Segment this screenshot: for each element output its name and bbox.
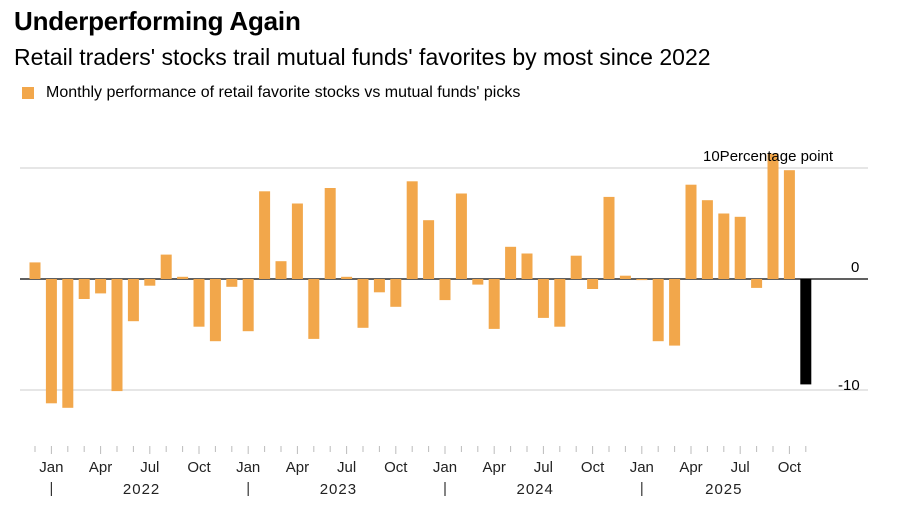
bar	[734, 216, 746, 279]
bars	[29, 153, 812, 408]
bar	[127, 279, 139, 322]
bar	[78, 279, 90, 299]
bar	[62, 279, 74, 408]
bar	[636, 279, 648, 281]
y-tick-label: -10	[838, 377, 860, 394]
bar	[603, 196, 615, 279]
bar	[209, 279, 221, 342]
x-tick-label: Jul	[534, 459, 553, 476]
x-tick-label: Oct	[187, 459, 211, 476]
legend: Monthly performance of retail favorite s…	[22, 84, 520, 102]
bar	[488, 279, 500, 329]
x-tick-label: Oct	[778, 459, 802, 476]
x-axis	[34, 446, 807, 496]
legend-label: Monthly performance of retail favorite s…	[46, 84, 521, 101]
bar	[505, 246, 517, 279]
bar	[111, 279, 123, 392]
bar	[718, 213, 730, 279]
x-tick-label: Jul	[337, 459, 356, 476]
bar	[537, 279, 549, 318]
bar	[275, 261, 287, 279]
bar	[324, 188, 336, 279]
bar	[751, 279, 763, 288]
bar	[226, 279, 238, 287]
x-tick-label: Oct	[384, 459, 408, 476]
bar	[291, 203, 303, 279]
bar	[783, 170, 795, 279]
x-year-label: 2022	[123, 481, 160, 498]
bar	[357, 279, 369, 328]
x-tick-label: Jan	[630, 459, 654, 476]
bar	[373, 279, 385, 293]
bar	[160, 254, 172, 279]
x-tick-label: Apr	[286, 459, 309, 476]
bar	[669, 279, 681, 346]
bar-latest	[800, 279, 812, 385]
bar	[390, 279, 402, 307]
x-tick-label: Jul	[140, 459, 159, 476]
axis-labels: 10Percentage point 0 -10 Jan Apr Jul Oct Jan Apr…	[39, 148, 859, 498]
bar	[341, 276, 353, 279]
bar	[193, 279, 205, 327]
x-tick-label: Apr	[483, 459, 506, 476]
x-tick-label: Jan	[236, 459, 260, 476]
bar	[259, 191, 271, 279]
x-year-label: 2024	[517, 481, 554, 498]
x-tick-label: Jan	[39, 459, 63, 476]
bar	[29, 262, 41, 279]
x-tick-label: Apr	[89, 459, 112, 476]
bar	[45, 279, 57, 404]
bar	[521, 253, 533, 279]
legend-swatch	[22, 87, 34, 99]
bar	[554, 279, 566, 327]
bar	[619, 275, 631, 279]
bar	[570, 255, 582, 279]
bar	[455, 193, 467, 279]
bar	[242, 279, 254, 332]
bar	[95, 279, 107, 294]
bar	[406, 181, 418, 279]
bar	[439, 279, 451, 301]
bar	[308, 279, 320, 339]
bar	[767, 153, 779, 279]
x-tick-label: Apr	[679, 459, 702, 476]
bar	[423, 220, 435, 279]
x-tick-label: Jul	[731, 459, 750, 476]
x-tick-label: Jan	[433, 459, 457, 476]
y-axis-unit-label: 10Percentage point	[703, 148, 834, 165]
x-year-label: 2025	[705, 481, 742, 498]
x-tick-label: Oct	[581, 459, 605, 476]
bar	[472, 279, 484, 285]
y-tick-label: 0	[851, 259, 859, 276]
bar	[652, 279, 664, 342]
chart-subtitle: Retail traders' stocks trail mutual fund…	[14, 44, 711, 70]
bar	[701, 200, 713, 279]
bar	[685, 184, 697, 279]
bar	[587, 279, 599, 289]
chart-title: Underperforming Again	[14, 6, 301, 36]
bar	[177, 276, 189, 279]
bar	[144, 279, 156, 286]
x-year-label: 2023	[320, 481, 357, 498]
